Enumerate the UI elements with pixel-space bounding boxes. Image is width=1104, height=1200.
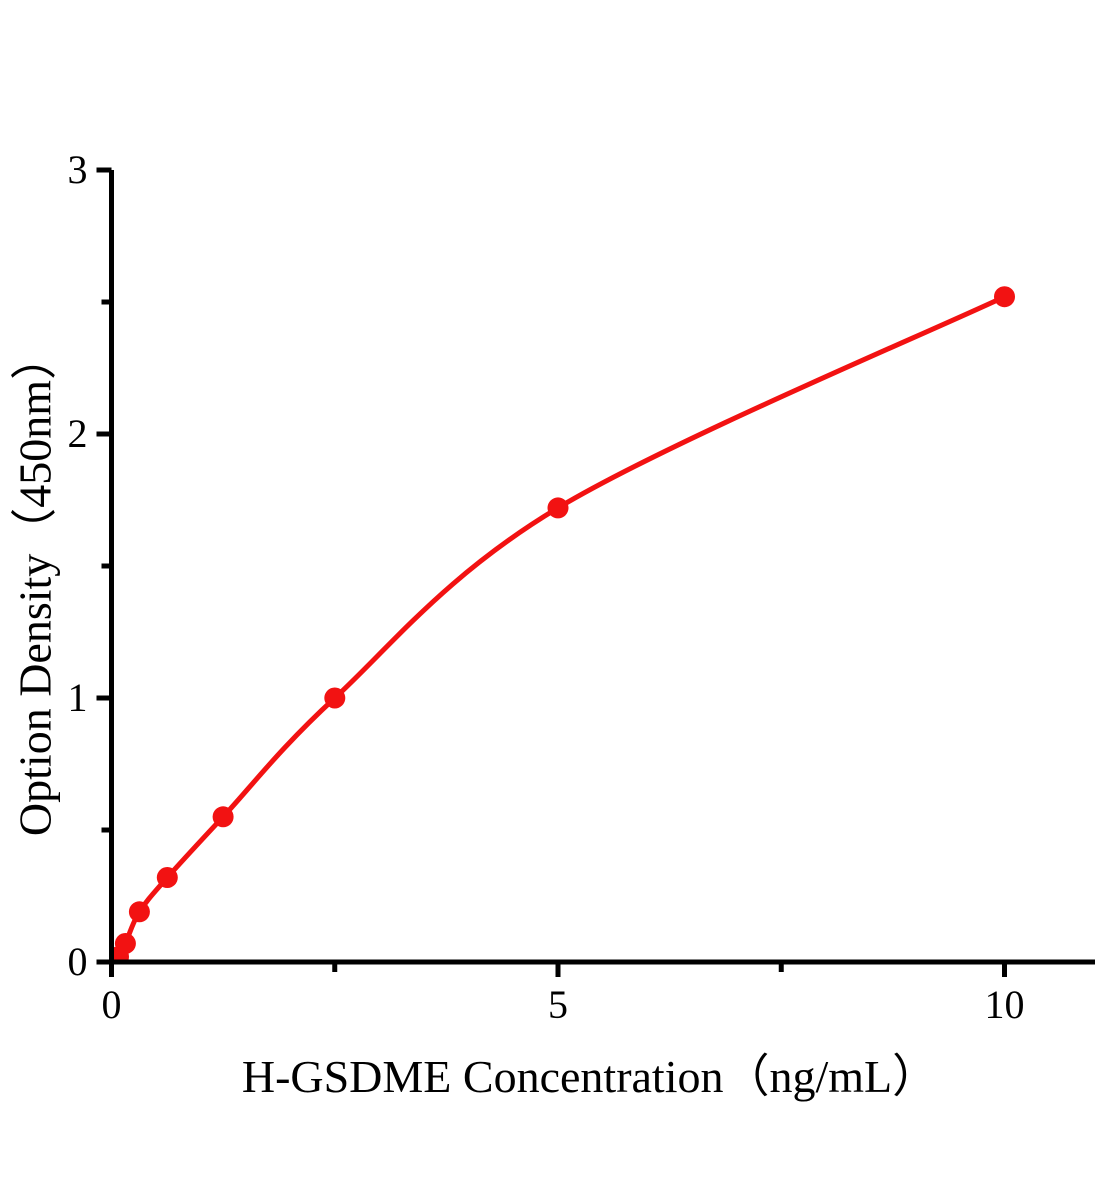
tick-labels: 0 1 2 3 0 5 10 (68, 147, 1025, 1027)
x-tick-label: 5 (548, 982, 568, 1027)
series-standard-curve (112, 286, 1015, 962)
data-point-marker (547, 497, 569, 519)
y-tick-label: 3 (68, 147, 88, 192)
data-point-marker (128, 901, 150, 923)
data-point-marker (156, 867, 178, 888)
x-axis-title: H-GSDME Concentration（ng/mL） (241, 1051, 939, 1102)
data-point-marker (324, 687, 346, 709)
data-point-marker (994, 286, 1015, 308)
y-tick-label: 1 (68, 675, 88, 720)
axes (96, 167, 1095, 977)
data-point-marker (114, 933, 136, 954)
fit-curve-line (116, 294, 1006, 958)
y-axis-title: Option Density（450nm） (9, 333, 61, 837)
x-tick-label: 10 (985, 982, 1025, 1027)
y-tick-label: 2 (68, 411, 88, 456)
data-point-marker (212, 806, 234, 828)
y-tick-label: 0 (68, 939, 88, 984)
x-tick-label: 0 (102, 982, 122, 1027)
